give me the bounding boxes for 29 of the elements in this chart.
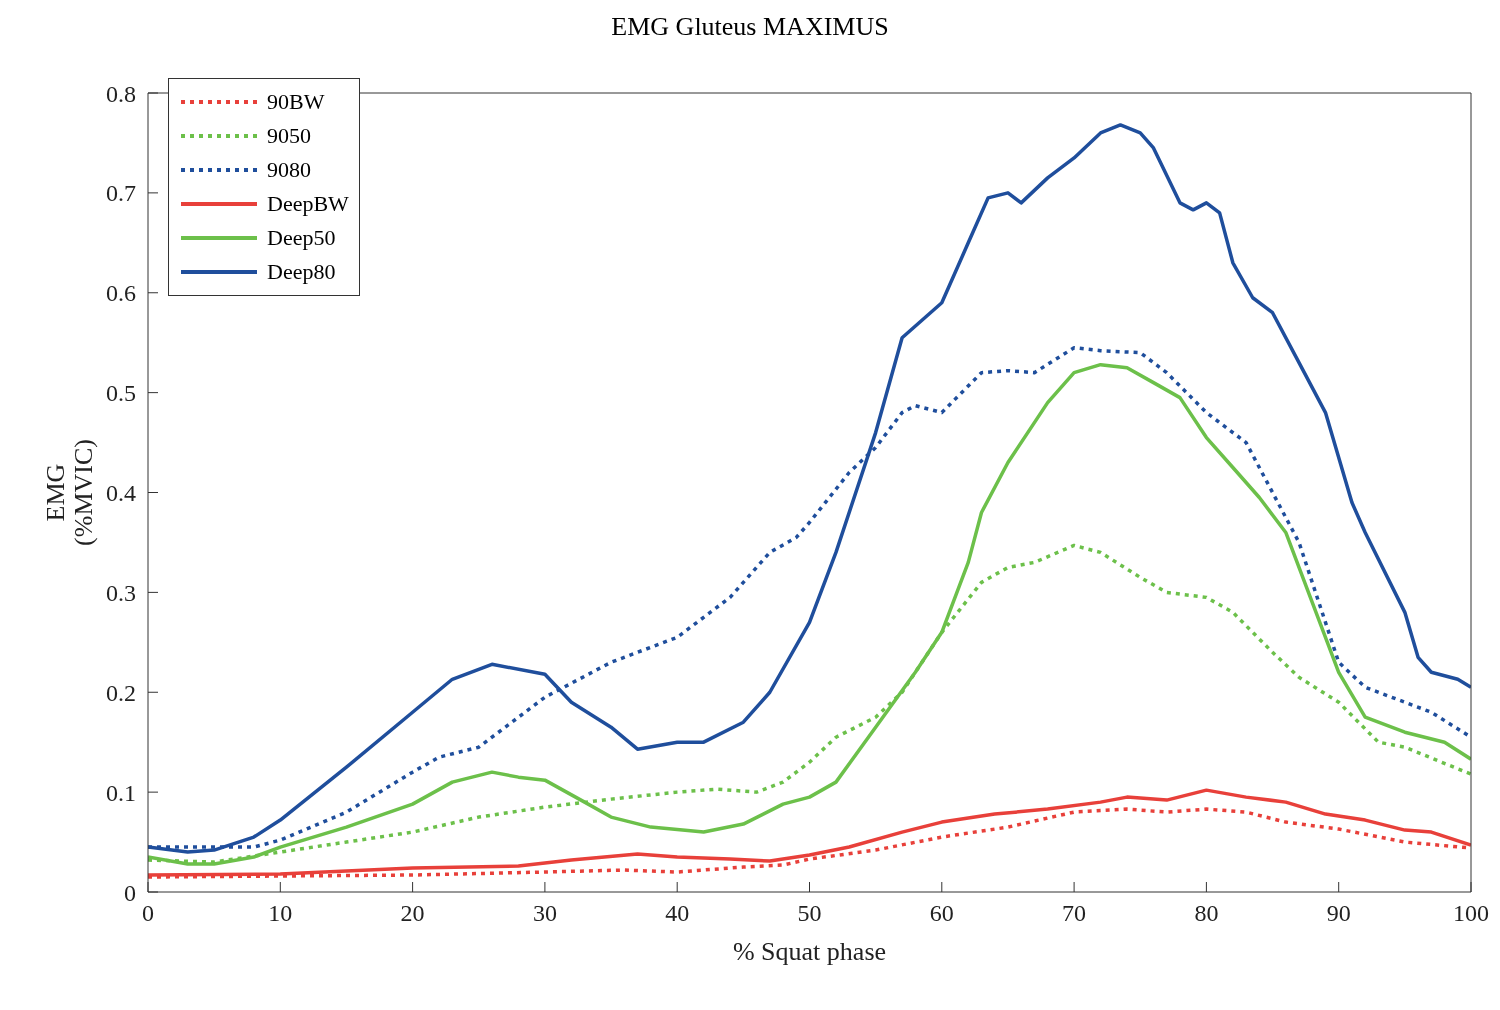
y-tick-label: 0.4 [106, 480, 136, 507]
legend-label: DeepBW [267, 191, 349, 217]
y-tick-label: 0.8 [106, 80, 136, 107]
y-tick-label: 0.5 [106, 380, 136, 407]
x-tick-label: 90 [1326, 900, 1351, 927]
legend-label: 90BW [267, 89, 325, 115]
legend-label: 9050 [267, 123, 311, 149]
legend-label: Deep80 [267, 259, 336, 285]
x-tick-label: 30 [532, 900, 557, 927]
x-tick-label: 0 [142, 900, 154, 927]
y-tick-label: 0 [124, 879, 136, 906]
y-tick-label: 0.1 [106, 779, 136, 806]
legend-label: 9080 [267, 157, 311, 183]
x-tick-label: 60 [929, 900, 954, 927]
x-tick-label: 20 [400, 900, 425, 927]
x-tick-label: 10 [268, 900, 293, 927]
legend-label: Deep50 [267, 225, 336, 251]
y-tick-label: 0.7 [106, 180, 136, 207]
chart-title: EMG Gluteus MAXIMUS [610, 12, 890, 42]
y-tick-label: 0.6 [106, 280, 136, 307]
x-tick-label: 50 [797, 900, 822, 927]
y-axis-title: EMG (%MVIC) [41, 439, 98, 546]
x-axis-title: % Squat phase [732, 937, 887, 966]
x-tick-label: 40 [665, 900, 690, 927]
y-tick-label: 0.3 [106, 579, 136, 606]
y-tick-label: 0.2 [106, 679, 136, 706]
x-tick-label: 70 [1062, 900, 1087, 927]
x-tick-label: 80 [1194, 900, 1219, 927]
x-tick-label: 100 [1453, 900, 1489, 927]
